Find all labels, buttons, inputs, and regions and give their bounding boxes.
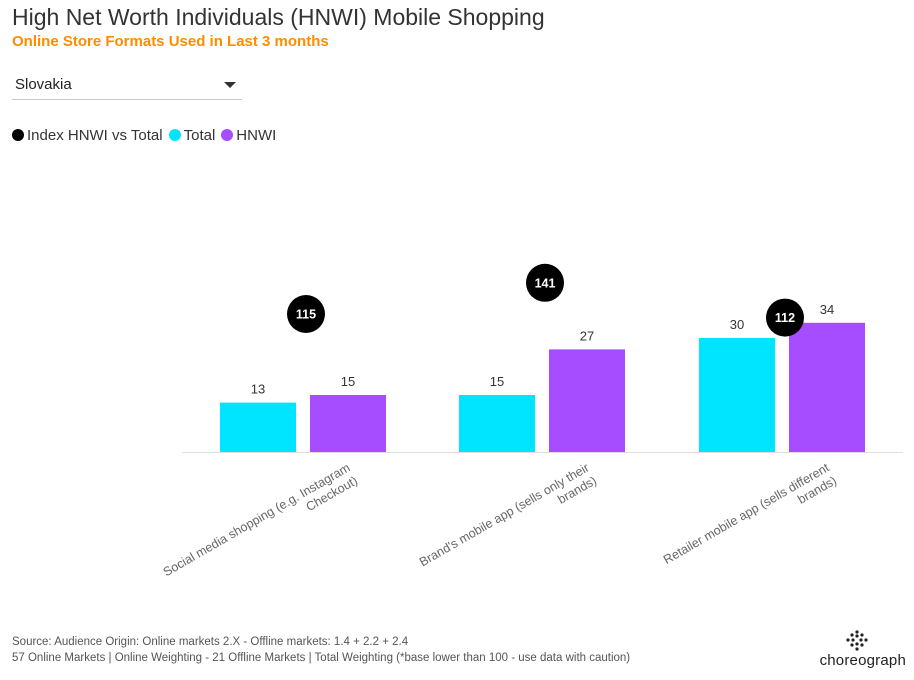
category-label-line: Brand's mobile app (sells only their <box>417 460 592 569</box>
bar-hnwi-2 <box>549 349 625 452</box>
weighting-note: 57 Online Markets | Online Weighting - 2… <box>12 652 631 664</box>
bar-total-1 <box>220 402 296 452</box>
legend: Index HNWI vs Total Total HNWI <box>12 125 282 145</box>
legend-label-hnwi: HNWI <box>236 126 277 144</box>
category-label-3: Retailer mobile app (sells differentbran… <box>661 460 839 567</box>
chevron-down-icon[interactable] <box>224 82 236 88</box>
legend-item-index[interactable]: Index HNWI vs Total <box>12 127 163 144</box>
legend-label-total: Total <box>183 126 216 144</box>
index-marker-3 <box>766 298 804 337</box>
index-label-1: 115 <box>296 308 316 322</box>
index-label-3: 112 <box>775 311 795 325</box>
data-label-total-2: 15 <box>490 374 504 389</box>
source-note: Source: Audience Origin: Online markets … <box>12 636 409 648</box>
legend-label-index: Index HNWI vs Total <box>27 126 163 144</box>
brand-name: choreograph <box>819 652 906 669</box>
index-label-2: 141 <box>535 276 556 290</box>
bar-chart: 13 15 115 Social media shopping (e.g. Insta… <box>161 263 903 579</box>
index-marker-2 <box>526 263 564 302</box>
choreograph-logo: choreograph <box>811 630 906 672</box>
data-label-hnwi-1: 15 <box>341 374 355 389</box>
bar-total-3 <box>699 338 775 452</box>
dropdown-selected-value: Slovakia <box>15 76 72 93</box>
data-label-hnwi-3: 34 <box>820 302 834 317</box>
data-label-hnwi-2: 27 <box>580 328 594 343</box>
data-label-total-3: 30 <box>730 317 744 332</box>
category-label-1: Social media shopping (e.g. InstagramChe… <box>161 460 360 579</box>
data-label-total-1: 13 <box>251 382 265 397</box>
category-label-line: Social media shopping (e.g. Instagram <box>161 460 353 579</box>
bar-total-2 <box>459 395 535 452</box>
legend-item-hnwi[interactable]: HNWI <box>221 127 276 144</box>
chart-subtitle: Online Store Formats Used in Last 3 mont… <box>12 33 329 50</box>
legend-swatch-index <box>12 129 24 141</box>
chart-title: High Net Worth Individuals (HNWI) Mobile… <box>12 4 545 30</box>
bar-hnwi-3 <box>789 322 865 452</box>
legend-swatch-total <box>168 129 181 141</box>
index-marker-1 <box>287 295 325 333</box>
category-label-2: Brand's mobile app (sells only theirbran… <box>417 460 599 569</box>
legend-swatch-hnwi <box>221 129 234 141</box>
legend-item-total[interactable]: Total <box>168 126 216 144</box>
country-dropdown[interactable]: Slovakia <box>12 70 242 100</box>
choreograph-logo-icon <box>846 630 868 651</box>
category-label-line: Retailer mobile app (sells different <box>661 460 832 567</box>
bar-hnwi-1 <box>310 395 386 452</box>
